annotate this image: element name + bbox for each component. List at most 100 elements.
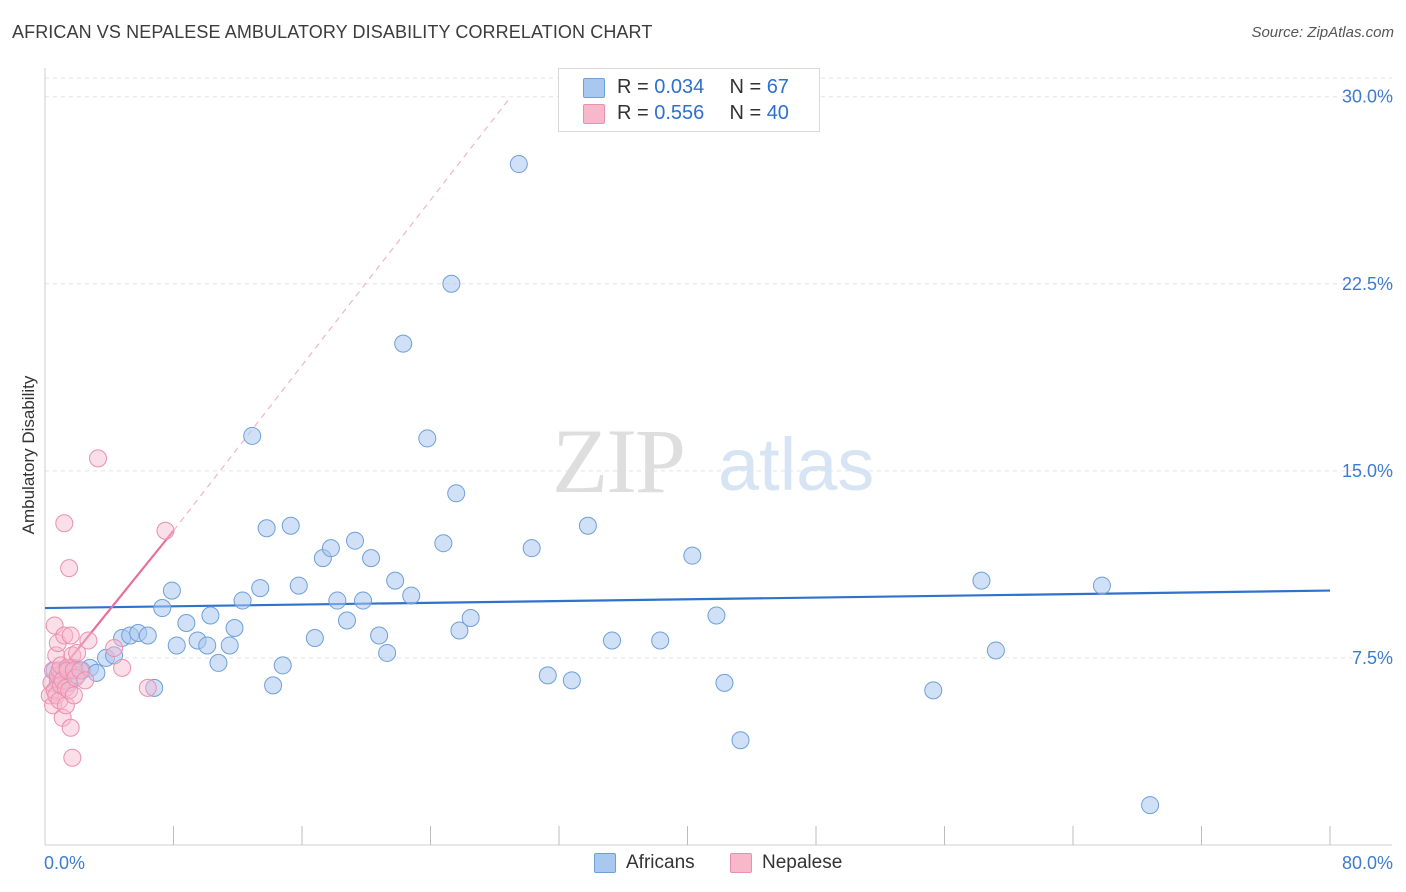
africans-point	[337, 611, 356, 630]
africans-point	[264, 676, 283, 695]
gridlines	[45, 77, 1392, 659]
africans-point	[289, 576, 308, 595]
y-tick-label: 22.5%	[1342, 274, 1393, 294]
nepalese-point	[55, 626, 74, 645]
africans-point	[1092, 576, 1111, 595]
nepalese-point	[68, 643, 87, 662]
nepalese-point	[76, 671, 95, 690]
africans-point	[87, 663, 106, 682]
nepalese-point	[105, 638, 124, 657]
africans-point	[651, 631, 670, 650]
nepalese-point	[61, 626, 80, 645]
africans-point	[603, 631, 622, 650]
africans-point	[251, 579, 270, 598]
y-tick-label: 7.5%	[1352, 648, 1393, 668]
legend-r-value: 0.556	[654, 102, 705, 124]
africans-point	[1141, 796, 1160, 815]
nepalese-point	[138, 678, 157, 697]
africans-point	[273, 656, 292, 675]
africans-point	[386, 571, 405, 590]
legend-swatch-africans	[583, 78, 605, 98]
africans-point	[370, 626, 389, 645]
nepalese-point	[71, 661, 90, 680]
bottom-legend-label-nepalese: Nepalese	[762, 852, 843, 873]
africans-point	[243, 426, 262, 445]
nepalese-point	[55, 514, 74, 533]
watermark-zip: ZIP	[552, 410, 684, 512]
africans-point	[198, 636, 217, 655]
africans-point	[167, 636, 186, 655]
legend-r-label: R =	[617, 76, 655, 98]
africans-point	[683, 546, 702, 565]
africans-point	[450, 621, 469, 640]
nepalese-point	[64, 661, 83, 680]
bottom-legend-label-africans: Africans	[626, 852, 695, 873]
nepalese-point	[156, 521, 175, 540]
legend-r-label: R =	[617, 102, 655, 124]
africans-point	[538, 666, 557, 685]
nepalese-point	[89, 449, 108, 468]
africans-point	[328, 591, 347, 610]
africans-point	[177, 614, 196, 633]
legend-n-value: 40	[766, 102, 789, 124]
africans-point	[145, 678, 164, 697]
chart-title: AFRICAN VS NEPALESE AMBULATORY DISABILIT…	[12, 22, 653, 42]
x-tick-label: 0.0%	[44, 853, 85, 873]
nepalese-point	[60, 559, 79, 578]
nepalese-point	[63, 748, 82, 767]
africans-point	[972, 571, 991, 590]
legend-r-value: 0.034	[654, 76, 705, 98]
africans-point	[378, 643, 397, 662]
nepalese-point	[63, 646, 82, 665]
nepalese-point	[64, 686, 83, 705]
africans-point	[578, 516, 597, 535]
y-tick-label: 30.0%	[1342, 87, 1393, 107]
legend-n-label: N =	[729, 102, 767, 124]
africans-point	[394, 334, 413, 353]
africans-point	[225, 618, 244, 637]
africans-point	[201, 606, 220, 625]
legend-n-label: N =	[729, 76, 767, 98]
africans-point	[257, 519, 276, 538]
correlation-legend: R = 0.034 N = 67 R = 0.556 N = 40	[558, 68, 820, 132]
nepalese-point	[45, 616, 64, 635]
africans-point	[305, 628, 324, 647]
africans-point	[162, 581, 181, 600]
africans-point	[442, 274, 461, 293]
nepalese-point	[79, 631, 98, 650]
africans-point	[362, 549, 381, 568]
africans-point	[522, 539, 541, 558]
legend-n-value: 67	[766, 76, 789, 98]
axes: 7.5% 15.0% 22.5% 30.0% 0.0% 80.0%	[44, 68, 1393, 873]
africans-point	[562, 671, 581, 690]
africans-point	[233, 591, 252, 610]
africans-point	[434, 534, 453, 553]
africans-point	[418, 429, 437, 448]
nepalese-point	[61, 718, 80, 737]
africans-point	[346, 531, 365, 550]
watermark-atlas: atlas	[718, 423, 874, 506]
africans-point	[461, 609, 480, 628]
nepalese-trend-extension	[173, 96, 512, 532]
nepalese-point	[113, 658, 132, 677]
africans-trend-line	[44, 589, 1331, 610]
africans-point	[354, 591, 373, 610]
x-tick-label: 80.0%	[1342, 853, 1393, 873]
africans-point	[402, 586, 421, 605]
africans-point	[153, 599, 172, 618]
bottom-legend-swatch-africans	[594, 853, 616, 873]
bottom-legend-swatch-nepalese	[730, 853, 752, 873]
africans-point	[715, 673, 734, 692]
africans-point	[924, 681, 943, 700]
africans-point	[731, 731, 750, 750]
y-tick-label: 15.0%	[1342, 461, 1393, 481]
data-points	[40, 155, 1160, 815]
source-label: Source: ZipAtlas.com	[1251, 24, 1394, 41]
africans-point	[209, 653, 228, 672]
watermark: ZIP atlas	[552, 410, 874, 512]
legend-swatch-nepalese	[583, 104, 605, 124]
y-axis-label: Ambulatory Disability	[19, 375, 38, 534]
africans-point	[447, 484, 466, 503]
africans-point	[509, 155, 528, 174]
